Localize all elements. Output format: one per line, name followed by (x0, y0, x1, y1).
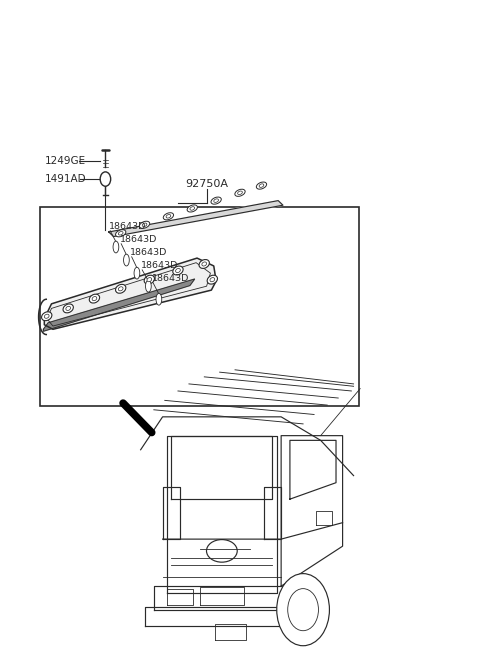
Circle shape (277, 573, 329, 646)
Ellipse shape (156, 293, 162, 305)
Text: 18643D: 18643D (130, 248, 168, 256)
Ellipse shape (116, 230, 126, 237)
Ellipse shape (113, 241, 119, 253)
Ellipse shape (190, 207, 194, 210)
Ellipse shape (256, 182, 266, 189)
Text: 18643D: 18643D (109, 222, 146, 231)
Circle shape (100, 172, 111, 186)
Ellipse shape (214, 199, 218, 202)
Ellipse shape (235, 189, 245, 196)
Ellipse shape (123, 254, 129, 266)
Ellipse shape (89, 294, 100, 303)
Ellipse shape (66, 306, 71, 310)
Ellipse shape (206, 540, 237, 562)
Ellipse shape (119, 232, 123, 235)
Ellipse shape (144, 276, 155, 284)
Text: 1249GE: 1249GE (44, 156, 85, 167)
Ellipse shape (145, 280, 151, 292)
Polygon shape (44, 258, 216, 329)
Ellipse shape (211, 197, 221, 204)
Ellipse shape (199, 260, 209, 268)
Text: 18643D: 18643D (152, 274, 189, 283)
Ellipse shape (119, 287, 123, 291)
Ellipse shape (176, 268, 180, 272)
Ellipse shape (163, 213, 174, 220)
Text: 92750A: 92750A (185, 179, 228, 189)
Ellipse shape (42, 312, 52, 321)
Ellipse shape (63, 304, 73, 313)
Ellipse shape (44, 314, 49, 318)
Ellipse shape (173, 266, 183, 275)
Polygon shape (43, 279, 195, 331)
Ellipse shape (259, 184, 264, 188)
Text: 1491AD: 1491AD (44, 174, 86, 184)
Ellipse shape (134, 267, 140, 279)
Ellipse shape (238, 191, 242, 195)
Polygon shape (109, 201, 283, 237)
Ellipse shape (116, 284, 126, 293)
Ellipse shape (139, 221, 150, 228)
Text: 18643D: 18643D (120, 235, 157, 243)
Ellipse shape (92, 297, 97, 300)
Ellipse shape (147, 277, 152, 281)
Ellipse shape (202, 262, 206, 266)
Text: 18643D: 18643D (141, 261, 178, 270)
Ellipse shape (187, 205, 197, 212)
Ellipse shape (210, 277, 215, 281)
Circle shape (288, 588, 318, 630)
Ellipse shape (142, 223, 147, 226)
Ellipse shape (166, 215, 171, 218)
Ellipse shape (207, 276, 217, 284)
Bar (39, 207, 360, 406)
